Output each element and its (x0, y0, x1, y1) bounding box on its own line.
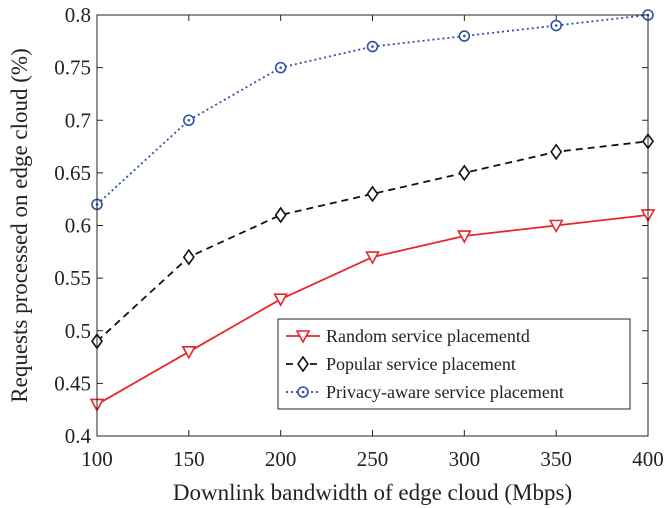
legend-item: Popular service placement (286, 354, 516, 374)
y-tick-label: 0.6 (65, 214, 91, 238)
data-point (548, 219, 564, 234)
diamond-marker (366, 185, 379, 203)
circle-marker-center (371, 45, 374, 48)
triangle-marker (456, 230, 472, 244)
x-tick-label: 350 (540, 447, 572, 471)
legend-marker (295, 330, 311, 344)
legend: Random service placementd Popular service… (277, 318, 631, 410)
triangle-marker (295, 330, 311, 344)
data-point (365, 251, 380, 265)
y-tick-label: 0.75 (54, 56, 91, 80)
legend-marker (297, 355, 309, 373)
diamond-marker (550, 143, 563, 161)
data-point (274, 61, 287, 74)
data-point (366, 40, 379, 53)
triangle-marker (548, 219, 564, 234)
y-axis-label: Requests processed on edge cloud (%) (7, 48, 32, 402)
legend-item: Privacy-aware service placement (286, 382, 564, 402)
data-point (182, 248, 195, 266)
circle-marker-center (463, 34, 466, 38)
series-2 (91, 132, 654, 350)
x-tick-label: 150 (173, 447, 205, 471)
x-axis: 100 150 200 250 300 350 400 (81, 15, 664, 471)
y-tick-label: 0.65 (54, 161, 91, 185)
data-point (274, 206, 287, 224)
triangle-marker (365, 251, 380, 265)
legend-item: Random service placementd (286, 326, 530, 346)
data-point (458, 30, 471, 42)
diamond-marker (182, 248, 195, 266)
legend-marker (297, 386, 309, 398)
x-tick-label: 100 (81, 447, 113, 471)
y-tick-label: 0.5 (65, 319, 91, 343)
legend-label: Popular service placement (326, 354, 516, 374)
data-point (456, 230, 472, 244)
legend-label: Random service placementd (326, 326, 530, 346)
legend-label: Privacy-aware service placement (326, 382, 564, 402)
triangle-marker (273, 293, 289, 307)
circle-marker-center (279, 66, 282, 69)
data-point (273, 293, 289, 307)
circle-marker-center (301, 390, 305, 394)
y-axis: 0.4 0.45 0.5 0.55 0.6 0.65 0.7 0.75 0.8 (54, 3, 648, 448)
x-tick-label: 400 (632, 447, 664, 471)
y-tick-label: 0.55 (54, 266, 91, 290)
diamond-marker (458, 164, 471, 182)
x-tick-label: 250 (357, 447, 389, 471)
diamond-marker (297, 355, 309, 373)
circle-marker-center (554, 24, 558, 27)
data-point (181, 345, 197, 360)
data-point (458, 164, 471, 182)
y-tick-label: 0.45 (54, 371, 91, 395)
plot-frame (96, 14, 649, 437)
legend-box (277, 318, 631, 410)
data-point (366, 185, 379, 203)
x-axis-label: Downlink bandwidth of edge cloud (Mbps) (173, 480, 572, 505)
y-tick-label: 0.4 (65, 424, 92, 448)
data-point (550, 143, 563, 161)
circle-marker-center (187, 118, 191, 122)
data-point (550, 19, 562, 32)
x-tick-label: 300 (449, 447, 481, 471)
data-point (183, 114, 195, 127)
triangle-marker (181, 345, 197, 360)
y-tick-label: 0.8 (65, 3, 91, 27)
diamond-marker (274, 206, 287, 224)
x-tick-label: 200 (265, 447, 297, 471)
y-tick-label: 0.7 (65, 108, 91, 132)
